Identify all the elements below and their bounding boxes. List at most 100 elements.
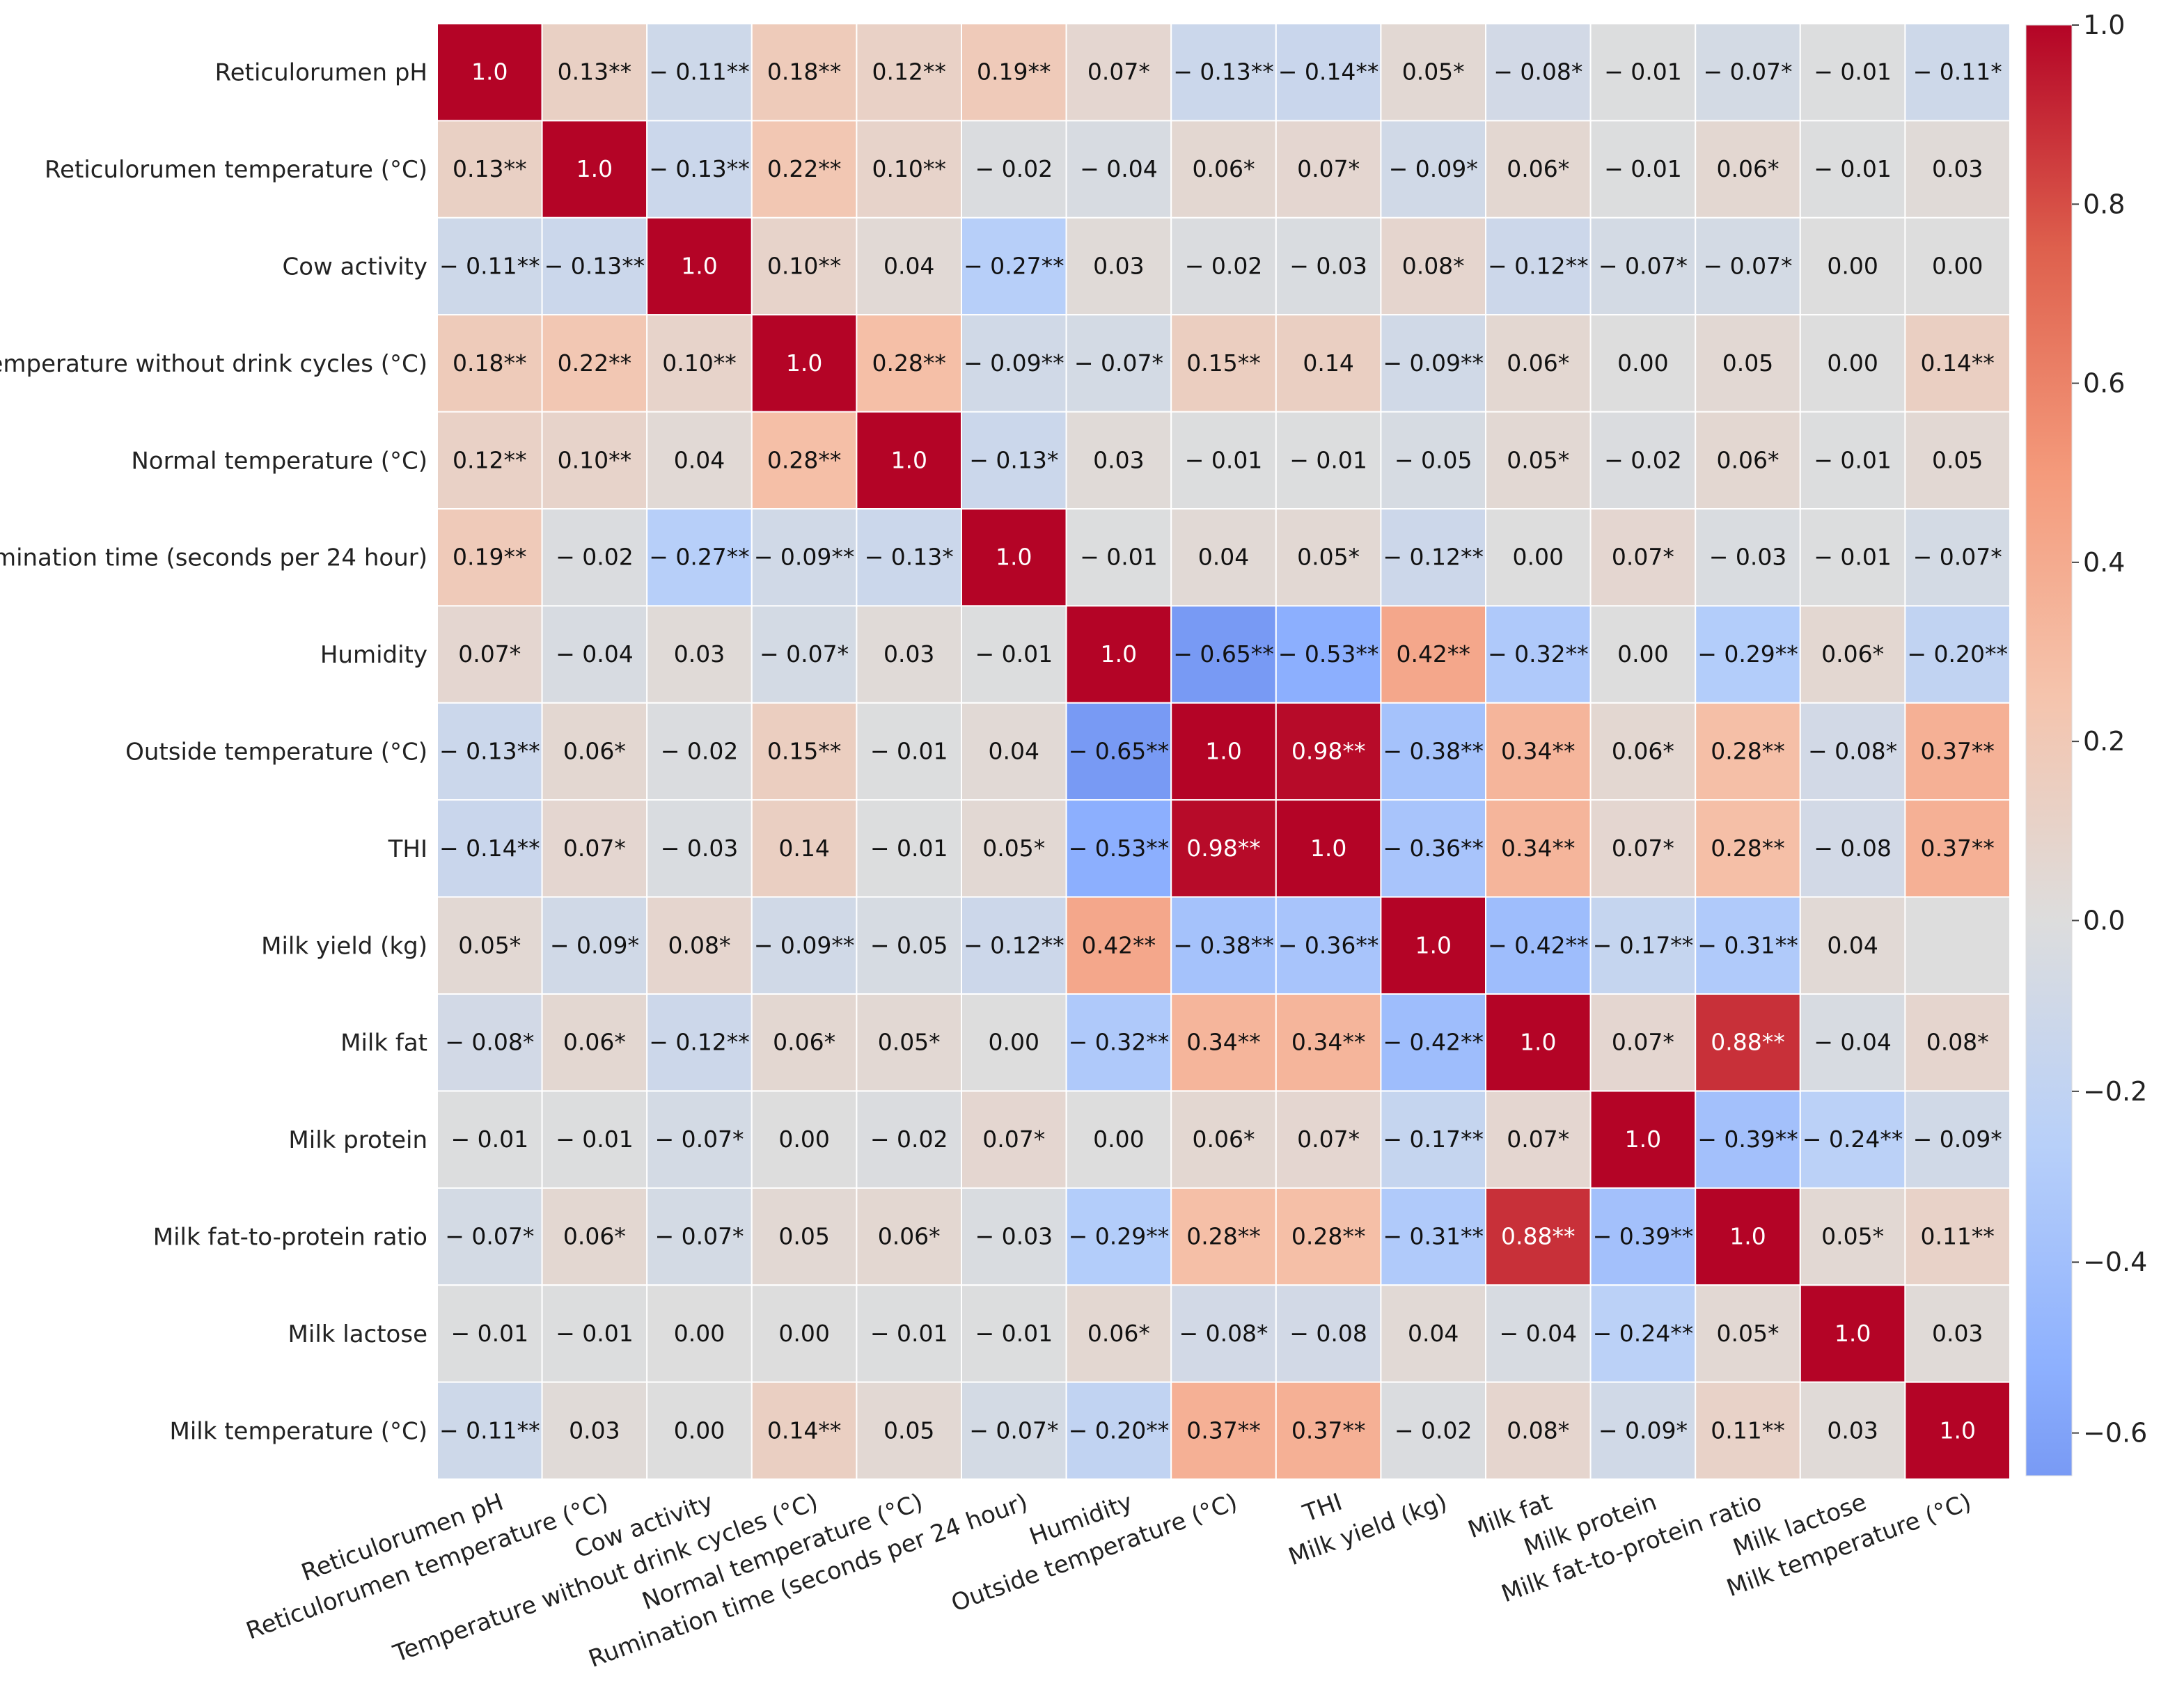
cell-annotation: − 0.11** (439, 253, 540, 280)
heatmap-cell (437, 1381, 543, 1480)
heatmap-cell (1695, 993, 1801, 1092)
cell-annotation: 0.04 (1408, 1320, 1459, 1347)
heatmap-cell (1275, 605, 1382, 704)
cell-annotation: 0.37** (1291, 1417, 1365, 1444)
cell-annotation: − 0.14** (1278, 58, 1379, 86)
cell-annotation: 1.0 (1939, 1417, 1975, 1444)
cell-annotation: 0.07* (1087, 58, 1150, 86)
cell-annotation: − 0.08* (1493, 58, 1582, 86)
cell-annotation: − 0.38** (1173, 931, 1274, 959)
heatmap-cell (1695, 120, 1801, 219)
heatmap-cell (437, 1090, 543, 1189)
heatmap-cell (751, 411, 858, 510)
cell-annotation: 0.05* (1402, 58, 1465, 86)
cell-annotation: 0.05* (1507, 446, 1569, 473)
heatmap-cell (541, 1090, 648, 1189)
cell-annotation: 0.05* (1717, 1320, 1780, 1347)
cell-annotation: 0.03 (883, 640, 934, 668)
cell-annotation: 0.06* (1193, 1126, 1255, 1153)
heatmap-cell (1589, 23, 1697, 122)
cell-annotation: − 0.05 (870, 931, 948, 959)
y-tick-label: Normal temperature (°C) (131, 447, 427, 475)
y-tick-label: Outside temperature (°C) (125, 739, 427, 766)
heatmap-cell (1589, 216, 1697, 316)
cell-annotation: 0.22** (767, 155, 841, 182)
cell-annotation: − 0.20** (1069, 1417, 1170, 1444)
heatmap-cell (1065, 1090, 1172, 1189)
cell-annotation: − 0.12** (1488, 253, 1589, 280)
heatmap-cell (1275, 411, 1382, 510)
heatmap-cell (1589, 799, 1697, 898)
cell-annotation: 0.00 (1827, 253, 1878, 280)
cell-annotation: − 0.09* (1598, 1417, 1688, 1444)
heatmap-cell (1695, 508, 1801, 607)
y-tick-label: Humidity (320, 641, 427, 669)
cell-annotation: − 0.07* (1598, 253, 1688, 280)
y-tick-label: Rumination time (seconds per 24 hour) (0, 544, 427, 572)
heatmap-cell (646, 896, 753, 995)
cell-annotation: − 0.32** (1488, 640, 1589, 668)
y-tick-label: Milk fat-to-protein ratio (153, 1224, 427, 1252)
cell-annotation: 0.07* (1297, 155, 1360, 182)
cell-annotation: − 0.04 (1080, 155, 1158, 182)
y-tick-label: Milk yield (kg) (261, 932, 427, 960)
colorbar-tick-label: −0.2 (2083, 1076, 2147, 1107)
heatmap-cell (437, 799, 543, 898)
cell-annotation: 0.00 (1827, 349, 1878, 377)
cell-annotation: 0.05* (982, 835, 1045, 862)
cell-annotation: − 0.24** (1802, 1126, 1903, 1153)
cell-annotation: 1.0 (1625, 1126, 1661, 1153)
cell-annotation: 0.19** (977, 58, 1051, 86)
cell-annotation: 0.04 (989, 738, 1039, 765)
cell-annotation: 0.34** (1501, 738, 1575, 765)
heatmap-cell (646, 1090, 753, 1189)
cell-annotation: 0.42** (1396, 640, 1470, 668)
heatmap-cell (1589, 896, 1697, 995)
cell-annotation: 0.28** (1711, 738, 1784, 765)
heatmap-cell (751, 896, 858, 995)
heatmap-cell (856, 120, 963, 219)
heatmap-cell (1695, 1187, 1801, 1286)
cell-annotation: − 0.01 (1080, 544, 1158, 571)
cell-annotation: 0.13** (453, 155, 526, 182)
cell-annotation: 0.14** (767, 1417, 841, 1444)
heatmap-cell (1799, 799, 1906, 898)
heatmap-cell (1904, 1187, 2011, 1286)
cell-annotation: 0.00 (1932, 253, 1983, 280)
cell-annotation: − 0.01 (556, 1126, 634, 1153)
cell-annotation: − 0.07* (445, 1223, 534, 1250)
cell-annotation: 0.00 (989, 1029, 1039, 1056)
cell-annotation: 0.00 (778, 1320, 829, 1347)
cell-annotation: 0.28** (1291, 1223, 1365, 1250)
cell-annotation: 0.05* (1297, 544, 1360, 571)
cell-annotation: − 0.31** (1383, 1223, 1484, 1250)
heatmap-cell (961, 23, 1067, 122)
heatmap-annotations: 1.0 0.13** − 0.11** 0.18** 0.12** 0.19** 0.07*… (439, 58, 2008, 1444)
heatmap-cell (1065, 993, 1172, 1092)
heatmap-cell (646, 799, 753, 898)
cell-annotation: 0.28** (872, 349, 945, 377)
cell-annotation: − 0.01 (870, 738, 948, 765)
cell-annotation: − 0.39** (1593, 1223, 1694, 1250)
cell-annotation: − 0.08* (1179, 1320, 1268, 1347)
colorbar-tick-label: 0.6 (2083, 368, 2125, 399)
cell-annotation: 0.04 (883, 253, 934, 280)
cell-annotation: 0.14 (1303, 349, 1353, 377)
heatmap-cell (1275, 1381, 1382, 1480)
x-tick-label: THI (1299, 1488, 1346, 1528)
cell-annotation: 0.06* (563, 738, 626, 765)
heatmap-cell (437, 1187, 543, 1286)
cell-annotation: 0.06* (1507, 349, 1569, 377)
cell-annotation: − 0.01 (1289, 446, 1367, 473)
y-tick-label: THI (388, 835, 427, 863)
cell-annotation: 0.03 (1093, 253, 1144, 280)
cell-annotation: 1.0 (576, 155, 613, 182)
heatmap-cell (1799, 1090, 1906, 1189)
heatmap-cell (1904, 605, 2011, 704)
cell-annotation: 0.00 (674, 1417, 725, 1444)
heatmap-cell (1485, 799, 1592, 898)
heatmap-cell (1904, 896, 2011, 995)
cell-annotation: − 0.01 (450, 1320, 528, 1347)
heatmap-cell (1275, 508, 1382, 607)
